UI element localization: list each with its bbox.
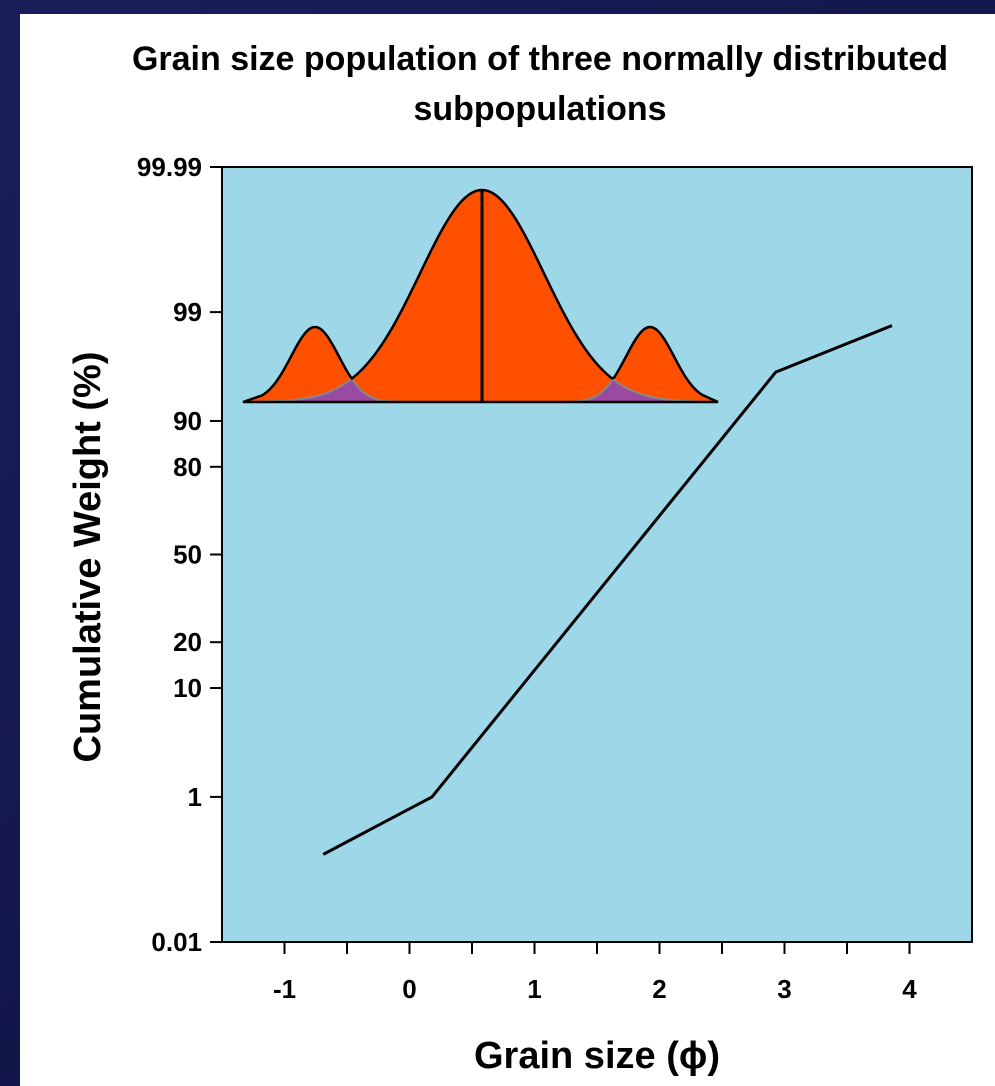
y-tick-label: 80 bbox=[173, 452, 202, 482]
x-tick-label: 2 bbox=[652, 974, 666, 1004]
y-tick-label: 99.99 bbox=[137, 152, 202, 182]
y-tick-label: 20 bbox=[173, 627, 202, 657]
x-tick-label: 3 bbox=[777, 974, 791, 1004]
y-tick-label: 50 bbox=[173, 540, 202, 570]
y-tick-label: 99 bbox=[173, 297, 202, 327]
x-axis-label: Grain size (ϕ) bbox=[474, 1035, 720, 1077]
data-line bbox=[322, 324, 893, 856]
chart-title: Grain size population of three normally … bbox=[131, 40, 949, 128]
y-tick-label: 1 bbox=[188, 782, 202, 812]
inset-distribution bbox=[242, 188, 719, 404]
y-tick-label: 90 bbox=[173, 406, 202, 436]
x-tick-label: 0 bbox=[402, 974, 416, 1004]
y-tick-label: 0.01 bbox=[151, 927, 202, 957]
x-tick-label: 1 bbox=[527, 974, 541, 1004]
overlap-area bbox=[260, 379, 400, 402]
x-tick-label: 4 bbox=[902, 974, 917, 1004]
x-tick-label: -1 bbox=[273, 974, 296, 1004]
plot-area bbox=[221, 166, 973, 943]
y-axis-label: Cumulative Weight (%) bbox=[67, 352, 109, 763]
y-tick-label: 10 bbox=[173, 673, 202, 703]
